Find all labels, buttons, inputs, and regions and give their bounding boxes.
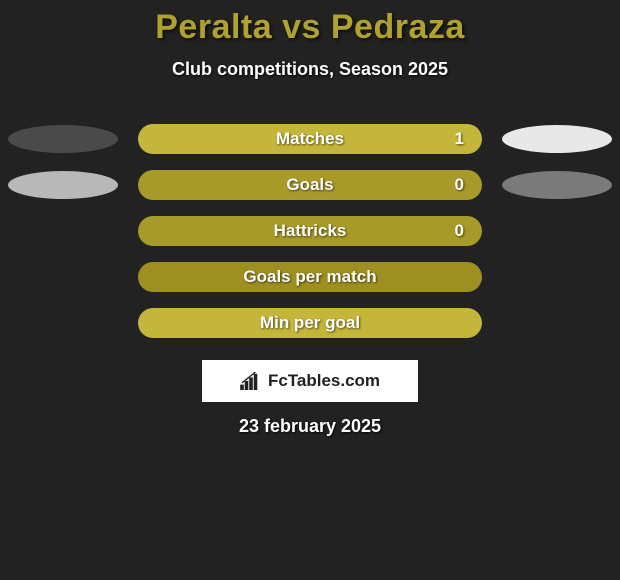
right-marker-ellipse xyxy=(502,171,612,199)
stat-label: Goals per match xyxy=(243,267,376,287)
subtitle: Club competitions, Season 2025 xyxy=(0,59,620,80)
stat-value: 1 xyxy=(455,129,464,149)
date-text: 23 february 2025 xyxy=(0,416,620,437)
right-marker-ellipse xyxy=(502,125,612,153)
stat-row: Goals 0 xyxy=(0,168,620,202)
page-title: Peralta vs Pedraza xyxy=(0,8,620,47)
stat-row: Hattricks 0 xyxy=(0,214,620,248)
stat-bar: Goals per match xyxy=(138,262,482,292)
stat-label: Min per goal xyxy=(260,313,360,333)
stat-bar: Hattricks 0 xyxy=(138,216,482,246)
stat-bar: Goals 0 xyxy=(138,170,482,200)
stat-value: 0 xyxy=(455,221,464,241)
infographic-container: Peralta vs Pedraza Club competitions, Se… xyxy=(0,0,620,437)
source-badge: FcTables.com xyxy=(202,360,418,402)
stat-row: Goals per match xyxy=(0,260,620,294)
stat-value: 0 xyxy=(455,175,464,195)
stat-row: Min per goal xyxy=(0,306,620,340)
stat-label: Matches xyxy=(276,129,344,149)
stat-label: Goals xyxy=(286,175,333,195)
badge-text: FcTables.com xyxy=(268,371,380,391)
left-marker-ellipse xyxy=(8,125,118,153)
chart-icon xyxy=(240,372,262,390)
stat-bar: Matches 1 xyxy=(138,124,482,154)
left-marker-ellipse xyxy=(8,171,118,199)
stat-label: Hattricks xyxy=(274,221,347,241)
stat-row: Matches 1 xyxy=(0,122,620,156)
stat-bar: Min per goal xyxy=(138,308,482,338)
